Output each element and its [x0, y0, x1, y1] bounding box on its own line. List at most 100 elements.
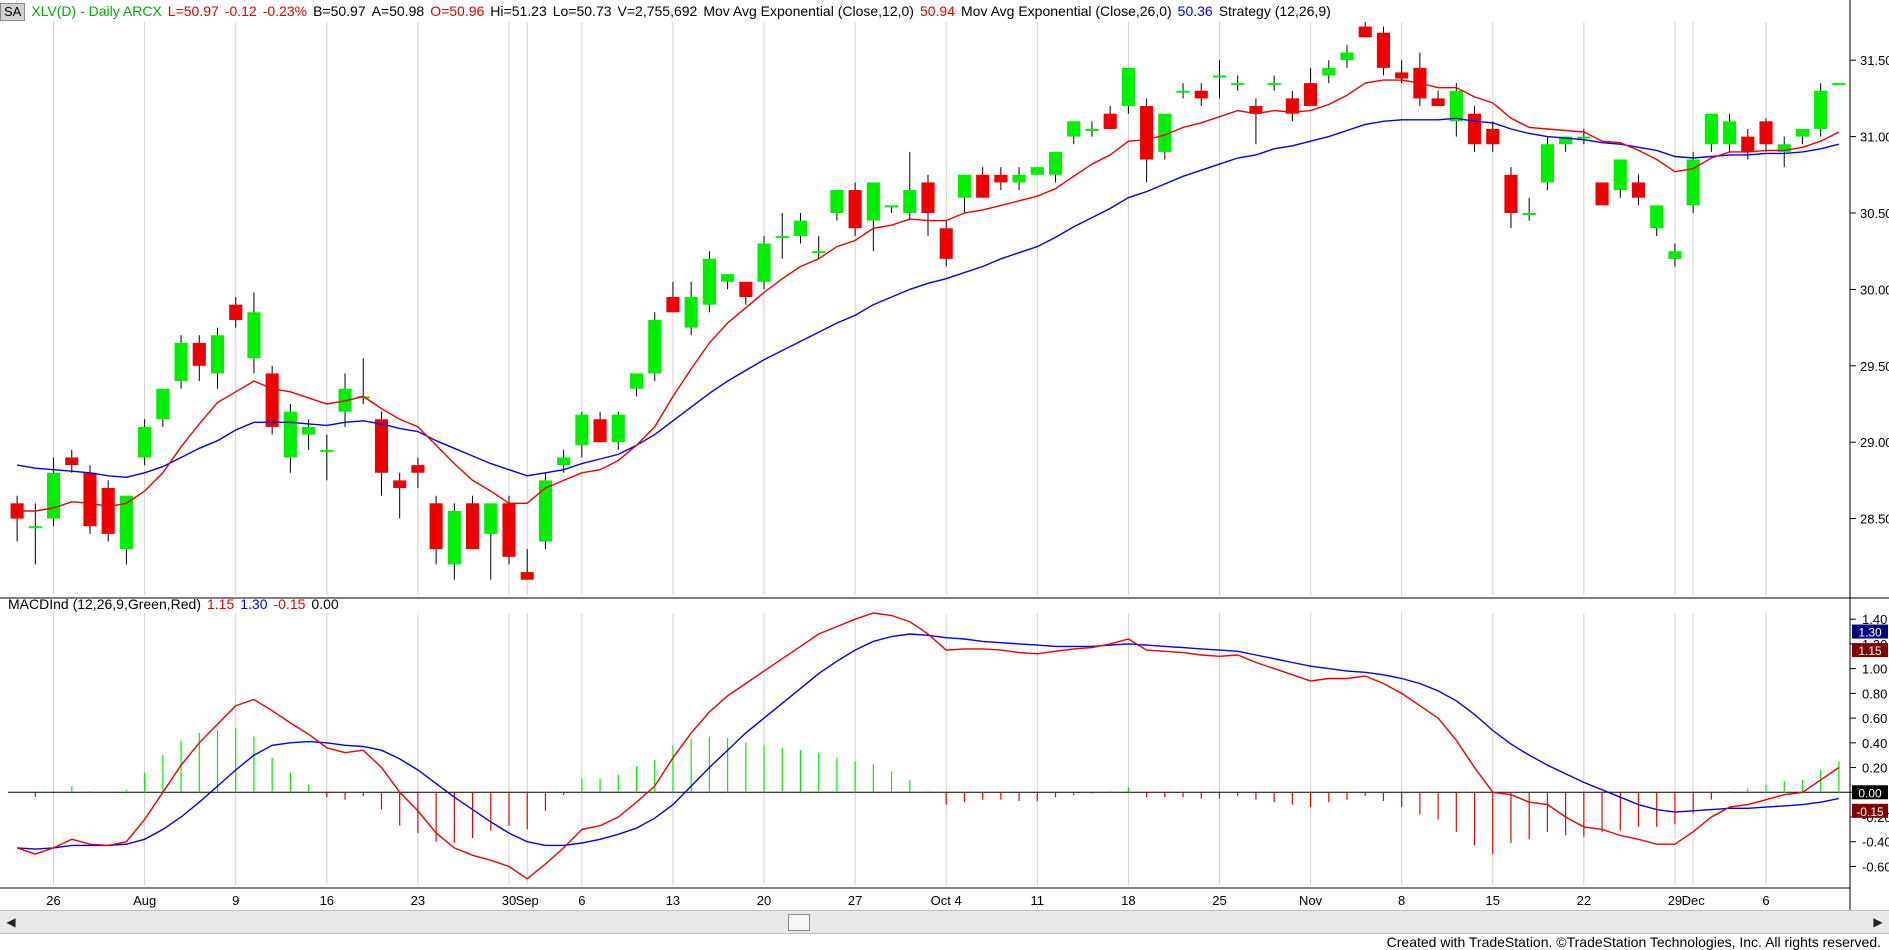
candle-body: [447, 510, 461, 565]
candle-body: [138, 426, 152, 458]
macd-tick-label: 0.20: [1862, 761, 1887, 776]
candle-body: [885, 205, 899, 208]
candle-body: [1048, 151, 1063, 175]
candle-body: [356, 396, 370, 399]
candle-body: [393, 480, 407, 489]
x-tick-label: 6: [1762, 893, 1769, 908]
x-tick-label: Sep: [516, 893, 539, 908]
price-tick-label: 30.50: [1860, 206, 1889, 221]
x-tick-label: 9: [232, 893, 239, 908]
candle-body: [611, 414, 625, 443]
candle-body: [174, 342, 188, 382]
x-tick-label: Nov: [1299, 893, 1323, 908]
price-tick-label: 31.50: [1860, 53, 1889, 68]
candle-body: [520, 572, 534, 580]
candle-body: [593, 419, 607, 443]
candle-body: [1741, 136, 1755, 152]
candle-body: [775, 235, 789, 238]
x-tick-label: 13: [666, 893, 680, 908]
signal-value-label: 1.30: [1858, 626, 1882, 640]
macd-tick-label: 1.00: [1862, 662, 1887, 677]
x-tick-label: 11: [1031, 893, 1045, 908]
scroll-left-arrow-icon[interactable]: ◀: [6, 915, 16, 929]
macd-tick-label: 1.40: [1862, 612, 1887, 627]
candle-body: [1668, 251, 1682, 259]
macd-tick-label: 0.80: [1862, 686, 1887, 701]
scroll-thumb[interactable]: [788, 914, 810, 931]
candle-body: [1012, 174, 1026, 183]
x-tick-label: 27: [848, 893, 862, 908]
x-tick-label: 22: [1577, 893, 1591, 908]
candle-body: [484, 503, 498, 534]
candle-body: [283, 411, 297, 458]
macd-value-label-box: [1852, 643, 1888, 658]
candle-body: [1121, 67, 1135, 107]
candle-body: [265, 373, 279, 427]
time-scrollbar[interactable]: ◀ ▶: [0, 910, 1889, 934]
candle-body: [210, 335, 225, 374]
high-price: Hi=51.23: [490, 3, 547, 19]
last-price: L=50.97: [167, 3, 219, 19]
candle-body: [1285, 98, 1299, 114]
candle-body: [1376, 32, 1391, 68]
price-tick-label: 29.00: [1860, 435, 1889, 450]
ema26-line: [16, 117, 1840, 479]
candle-body: [320, 449, 334, 452]
candle-body: [1777, 144, 1791, 152]
candle-body: [739, 281, 753, 298]
candle-body: [429, 503, 443, 550]
candle-body: [65, 457, 79, 466]
macd-value-label: 1.15: [1858, 644, 1882, 658]
candle-body: [1231, 83, 1245, 86]
candle-body: [666, 297, 680, 313]
volume: V=2,755,692: [617, 3, 698, 19]
candle-body: [1140, 106, 1154, 160]
candle-body: [629, 373, 644, 389]
candle-body: [1449, 90, 1463, 122]
x-tick-label: 26: [46, 893, 60, 908]
candle-body: [1559, 136, 1573, 145]
candle-body: [957, 174, 971, 198]
candle-body: [1486, 128, 1500, 145]
candle-body: [83, 472, 97, 527]
zero-value-label-box: [1852, 785, 1888, 800]
candle-body: [1176, 90, 1190, 93]
candle-body: [903, 190, 917, 213]
candle-body: [721, 274, 735, 282]
candle-body: [921, 182, 935, 213]
candle-body: [411, 465, 425, 473]
candle-body: [994, 174, 1008, 183]
price-chart[interactable]: 26 Aug 9 16 23 30 Sep 6 13 20 27 Oct 4 11 18 25 Nov 8 15 2…: [0, 0, 1889, 910]
candle-body: [1795, 128, 1810, 137]
candle-body: [1832, 83, 1846, 86]
x-tick-label: 30: [502, 893, 516, 908]
x-tick-label: 6: [578, 893, 585, 908]
candle-body: [1467, 113, 1482, 145]
ema12-line: [17, 79, 1840, 512]
candle-body: [1358, 26, 1372, 38]
candle-body: [119, 495, 133, 550]
candle-body: [1194, 90, 1208, 99]
candle-body: [1067, 121, 1081, 137]
status-badge[interactable]: SA: [0, 3, 26, 21]
macd-tick-label: 0.60: [1862, 711, 1887, 726]
candle-body: [465, 503, 480, 550]
x-tick-label: Oct 4: [931, 893, 962, 908]
x-tick-label: 8: [1398, 893, 1405, 908]
scroll-right-arrow-icon[interactable]: ▶: [1873, 915, 1883, 929]
candle-body: [192, 342, 206, 366]
candle-body: [1650, 205, 1664, 229]
macd-line: [16, 612, 1840, 880]
candle-body: [939, 228, 953, 259]
price-tick-label: 31.00: [1860, 130, 1889, 145]
zero-value-label: 0.00: [1858, 786, 1882, 800]
macd-value: 1.15: [206, 596, 235, 612]
x-tick-label: 20: [757, 893, 771, 908]
x-tick-label: 23: [411, 893, 425, 908]
candle-body: [1686, 159, 1700, 206]
candle-body: [830, 190, 844, 213]
candle-body: [374, 419, 389, 473]
candle-body: [247, 312, 261, 359]
candle-body: [575, 414, 589, 446]
candle-body: [684, 297, 698, 328]
